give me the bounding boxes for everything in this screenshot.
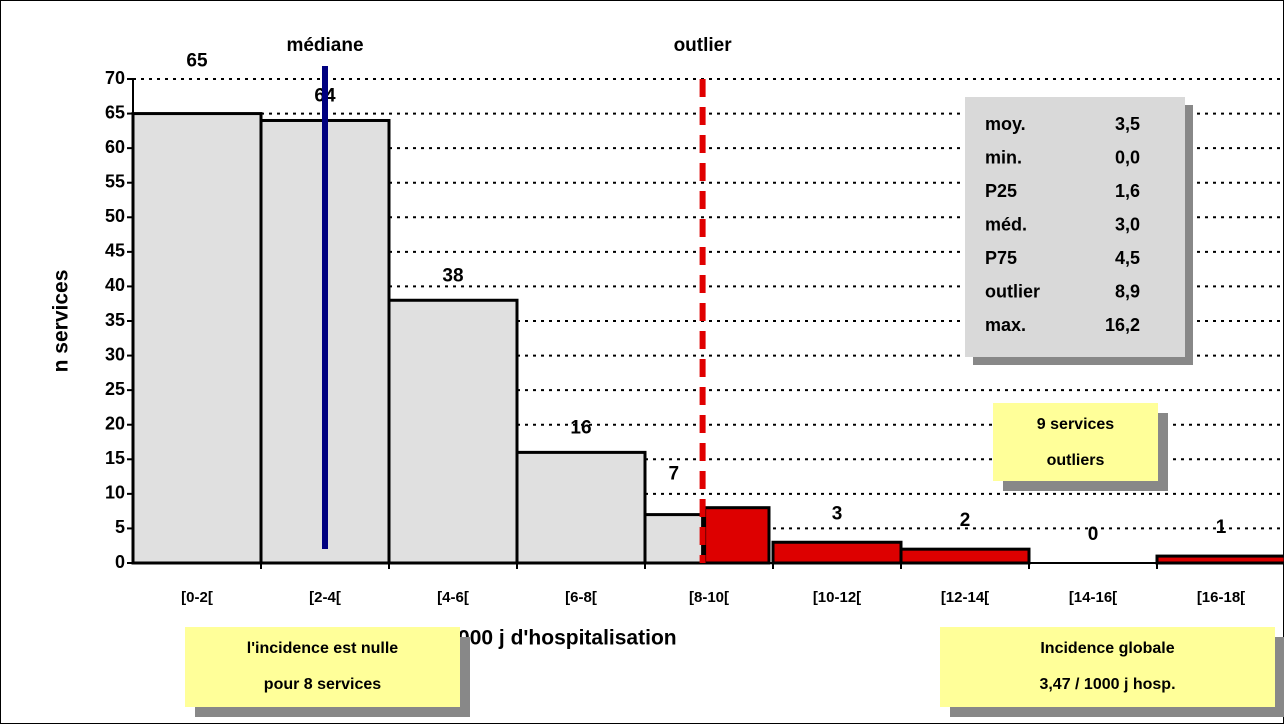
y-tick-label: 35: [105, 310, 125, 330]
note-box: [993, 403, 1158, 481]
x-tick-label: [2-4[: [309, 589, 341, 606]
note-text: 9 services: [1037, 416, 1115, 433]
stat-value: 8,9: [1115, 281, 1140, 301]
median-label: médiane: [286, 35, 363, 56]
x-tick-label: [6-8[: [565, 589, 597, 606]
value-label: 1: [1216, 517, 1227, 538]
stat-value: 3,5: [1115, 114, 1140, 134]
stat-value: 0,0: [1115, 147, 1140, 167]
outlier-label: outlier: [674, 35, 733, 56]
y-tick-label: 20: [105, 413, 125, 433]
note-text: 3,47 / 1000 j hosp.: [1039, 676, 1175, 693]
note-box: [940, 627, 1275, 707]
bar: [899, 547, 1031, 565]
bar: [643, 513, 705, 565]
stats-box: [965, 97, 1185, 357]
bar: [515, 450, 647, 565]
note-box: [185, 627, 460, 707]
stat-value: 1,6: [1115, 181, 1140, 201]
bar: [703, 506, 771, 565]
stat-label: P25: [985, 181, 1017, 201]
value-label: 65: [186, 51, 208, 72]
note-text: Incidence globale: [1040, 640, 1174, 657]
note-text: outliers: [1047, 452, 1105, 469]
value-label: 16: [570, 417, 591, 438]
y-tick-label: 55: [105, 171, 125, 191]
x-tick-label: [16-18[: [1197, 589, 1245, 606]
x-tick-label: [14-16[: [1069, 589, 1117, 606]
stat-label: moy.: [985, 114, 1026, 134]
y-tick-label: 10: [105, 483, 125, 503]
x-tick-label: [0-2[: [181, 589, 213, 606]
y-tick-label: 5: [115, 517, 125, 537]
y-tick-label: 15: [105, 448, 125, 468]
value-label: 38: [442, 265, 463, 286]
y-tick-label: 65: [105, 102, 125, 122]
value-label: 3: [832, 503, 843, 524]
stat-label: outlier: [985, 281, 1040, 301]
value-label: 2: [960, 510, 971, 531]
x-tick-label: [4-6[: [437, 589, 469, 606]
bar: [771, 540, 903, 565]
stat-label: méd.: [985, 214, 1027, 234]
y-tick-label: 25: [105, 379, 125, 399]
x-tick-label: [12-14[: [941, 589, 989, 606]
y-tick-label: 40: [105, 275, 125, 295]
note-text: l'incidence est nulle: [247, 640, 399, 657]
y-tick-label: 60: [105, 137, 125, 157]
bar: [1155, 554, 1284, 565]
bar: [131, 112, 263, 565]
stat-value: 4,5: [1115, 248, 1140, 268]
y-tick-label: 0: [115, 552, 125, 572]
note-text: pour 8 services: [264, 676, 382, 693]
bar: [387, 298, 519, 565]
value-label: 7: [669, 464, 680, 485]
x-tick-label: [8-10[: [689, 589, 729, 606]
stat-label: max.: [985, 315, 1026, 335]
stat-label: min.: [985, 147, 1022, 167]
y-tick-label: 45: [105, 241, 125, 261]
y-tick-label: 30: [105, 344, 125, 364]
y-axis-label: n services: [50, 270, 73, 373]
stat-value: 3,0: [1115, 214, 1140, 234]
y-tick-label: 50: [105, 206, 125, 226]
value-label: 0: [1088, 524, 1099, 545]
x-tick-label: [10-12[: [813, 589, 861, 606]
stat-label: P75: [985, 248, 1017, 268]
stat-value: 16,2: [1105, 315, 1140, 335]
y-tick-label: 70: [105, 68, 125, 88]
